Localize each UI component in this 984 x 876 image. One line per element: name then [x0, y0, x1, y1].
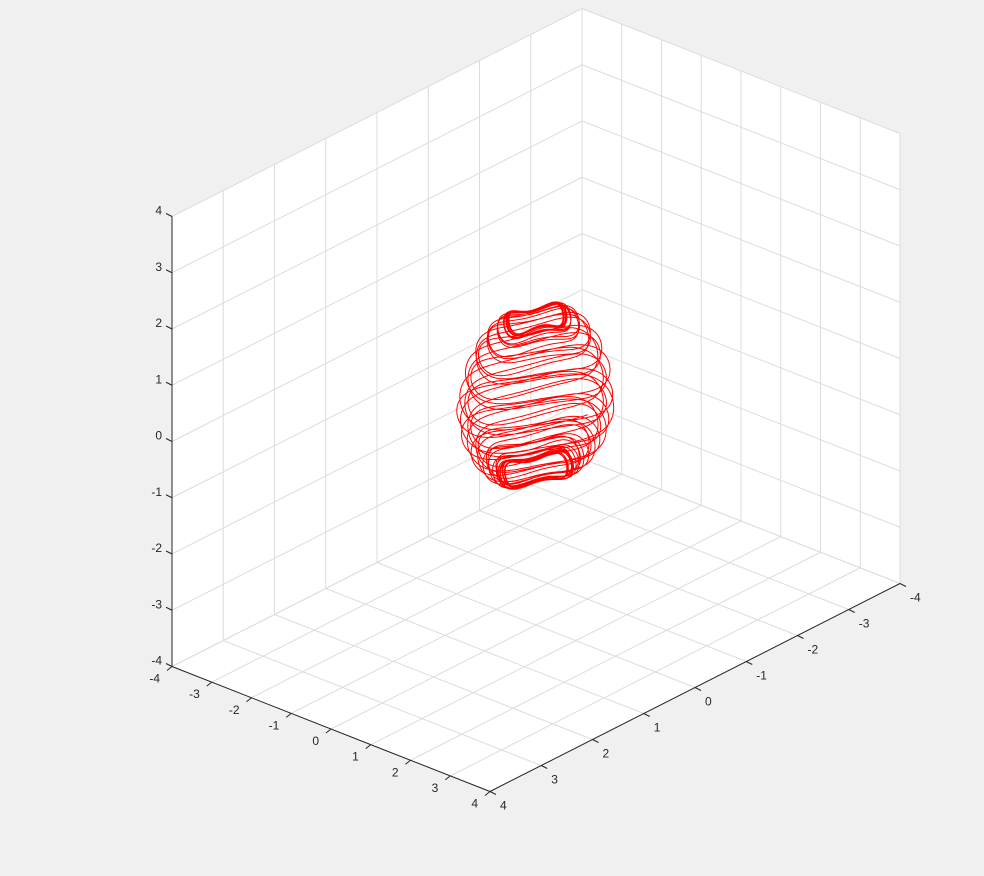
x-tick	[206, 681, 213, 687]
grid-line	[581, 64, 901, 191]
axis-tick-labels: -4 -3 -2 -1 0 1 2 3 4 -4 -3 -2 -1 0 1 2 3 4 -4 -3 -2 -1 0 1 2 3 4	[149, 204, 921, 813]
grid-line	[325, 588, 644, 714]
y-tick	[489, 791, 497, 795]
x-tick-label: -1	[269, 718, 280, 732]
grid-line	[581, 233, 901, 359]
grid-line	[171, 64, 583, 274]
x-tick	[484, 791, 491, 796]
x-tick	[325, 728, 332, 734]
y-tick	[899, 583, 907, 587]
grid-line	[171, 233, 583, 442]
z-tick-label: -1	[151, 485, 162, 499]
grid-line	[479, 510, 798, 636]
y-tick	[592, 739, 599, 743]
x-tick	[405, 759, 411, 765]
y-tick	[746, 661, 753, 665]
y-tick-label: -2	[808, 643, 819, 657]
grid-line	[581, 8, 901, 134]
grid-line	[274, 614, 593, 740]
grid-line	[171, 345, 583, 555]
z-tick	[165, 663, 173, 667]
z-tick	[165, 213, 173, 217]
grid-lines	[171, 8, 901, 792]
x-tick	[285, 712, 292, 718]
grid-line	[581, 176, 901, 303]
y-tick-label: -4	[910, 591, 921, 605]
y-tick-label: -1	[756, 669, 767, 683]
x-tick-label: 0	[312, 734, 319, 748]
y-tick-label: -3	[859, 617, 870, 631]
z-tick-label: 4	[155, 204, 162, 218]
z-tick	[165, 325, 173, 330]
grid-line	[171, 176, 583, 386]
grid-line	[581, 401, 901, 528]
grid-line	[581, 120, 901, 247]
grid-line	[376, 562, 696, 688]
x-tick-label: 2	[392, 765, 399, 779]
grid-line	[171, 289, 583, 499]
y-tick	[643, 713, 650, 717]
y-tick	[541, 765, 548, 769]
grid-line	[428, 536, 747, 662]
y-tick-label: 3	[551, 773, 558, 787]
grid-line	[530, 484, 849, 610]
z-tick	[165, 438, 173, 442]
z-tick	[165, 606, 173, 611]
x-tick-label: -4	[149, 672, 160, 686]
y-tick-label: 4	[500, 799, 507, 813]
z-tick-label: -3	[151, 597, 162, 611]
x-tick-label: 4	[471, 797, 478, 811]
grid-line	[171, 8, 583, 217]
x-tick	[166, 666, 173, 671]
grid-line	[581, 345, 901, 472]
z-tick	[165, 269, 173, 274]
z-tick-label: 3	[155, 260, 162, 274]
y-tick-label: 0	[705, 695, 712, 709]
z-tick-label: 2	[155, 316, 162, 330]
x-tick	[444, 775, 451, 781]
grid-line	[581, 289, 901, 416]
z-tick-label: -4	[151, 654, 162, 668]
x-tick-label: 3	[432, 781, 439, 795]
y-tick-label: 1	[654, 721, 661, 735]
y-tick	[694, 687, 702, 691]
z-tick-label: 1	[155, 372, 162, 386]
y-tick	[797, 635, 804, 639]
y-tick-label: 2	[603, 747, 610, 761]
x-tick-label: 1	[352, 750, 359, 764]
x-tick	[365, 744, 372, 750]
z-tick	[165, 381, 173, 386]
z-tick-label: 0	[155, 429, 162, 443]
x-tick-label: -3	[189, 687, 200, 701]
y-tick	[848, 609, 855, 613]
axis-ticks	[165, 213, 907, 796]
z-tick	[165, 550, 173, 555]
grid-line	[171, 120, 583, 330]
x-tick	[246, 697, 252, 703]
trajectory-series	[456, 301, 615, 490]
grid-line	[581, 458, 901, 584]
grid-line	[171, 401, 583, 611]
z-tick	[165, 494, 173, 499]
grid-line	[223, 640, 542, 766]
x-tick-label: -2	[229, 703, 240, 717]
z-tick-label: -2	[151, 541, 162, 555]
trajectory-line	[456, 301, 615, 490]
